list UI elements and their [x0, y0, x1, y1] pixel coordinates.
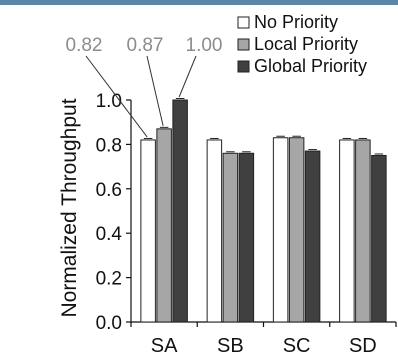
y-tick-label: 0.0 — [96, 313, 122, 334]
x-tick-label: SC — [283, 335, 311, 357]
x-tick-labels: SA SB SC SD — [151, 335, 377, 357]
y-tick-labels: 0.0 0.2 0.4 0.6 0.8 1.0 — [96, 91, 123, 334]
annotation-label: 1.00 — [186, 35, 223, 56]
annotation-leader-line — [146, 55, 164, 126]
y-tick-label: 1.0 — [96, 91, 122, 112]
legend-swatch-local-priority — [237, 38, 250, 51]
annotation-label: 0.87 — [127, 35, 164, 56]
y-tick-label: 0.6 — [96, 180, 122, 201]
bar-sc-no-priority — [272, 137, 289, 323]
legend-label-no-priority: No Priority — [254, 12, 338, 32]
annotation-leader-line — [85, 55, 148, 138]
y-tick-label: 0.4 — [96, 224, 123, 245]
annotation-label: 0.82 — [66, 35, 103, 56]
y-tick-label: 0.8 — [96, 135, 122, 156]
bar-sc-global-priority — [304, 150, 321, 323]
legend-label-global-priority: Global Priority — [254, 56, 367, 76]
bar-sd-local-priority — [355, 139, 371, 323]
legend-swatch-no-priority — [237, 16, 250, 29]
bar-sa-global-priority — [172, 99, 188, 323]
bar-sb-no-priority — [206, 139, 223, 323]
x-tick-label: SA — [151, 335, 178, 357]
bar-sb-local-priority — [222, 152, 239, 323]
bars — [140, 98, 387, 323]
top-accent-bar — [0, 0, 398, 5]
bar-sc-local-priority — [288, 137, 305, 323]
annotations: 0.82 0.87 1.00 — [66, 35, 223, 138]
annotation-leader-line — [178, 55, 197, 98]
legend-label-local-priority: Local Priority — [254, 34, 358, 54]
bar-sd-no-priority — [339, 139, 355, 323]
bar-sa-local-priority — [156, 128, 172, 323]
legend-swatch-global-priority — [237, 60, 250, 73]
bar-sd-global-priority — [371, 155, 387, 323]
y-axis-label: Normalized Throughput — [58, 98, 81, 317]
x-tick-label: SB — [217, 335, 244, 357]
x-tick-label: SD — [349, 335, 377, 357]
bar-sb-global-priority — [238, 152, 255, 323]
y-tick-label: 0.2 — [96, 269, 122, 290]
bar-sa-no-priority — [140, 139, 156, 323]
